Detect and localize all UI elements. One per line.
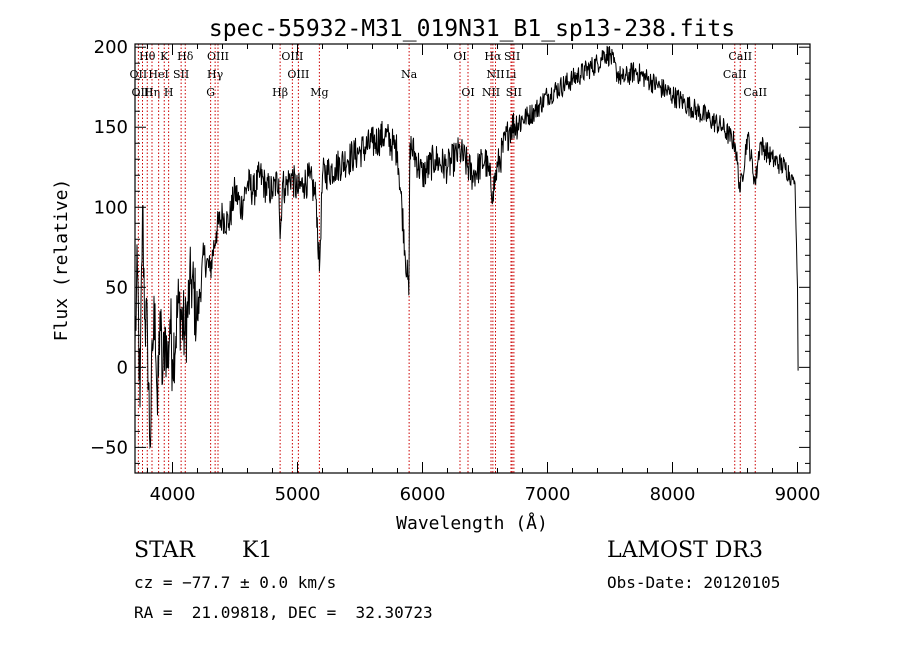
plot-frame [134, 43, 811, 474]
x-tick-label: 4000 [150, 484, 196, 505]
spectral-line-label: K [160, 50, 169, 63]
spectral-line-label: Hθ [139, 50, 156, 63]
spectral-line-label: CaII [743, 86, 767, 99]
spectral-line-label: OIII [207, 50, 229, 63]
spectral-line-label: Na [401, 68, 418, 81]
x-tick-label: 6000 [400, 484, 446, 505]
class-label: STAR [134, 538, 195, 563]
spectral-line-label: Hβ [272, 86, 288, 99]
x-tick-label: 5000 [275, 484, 321, 505]
axes: 4000 5000 6000 7000 8000 9000 −50 0 50 100 150 200 [90, 37, 820, 505]
y-tick-label: 50 [105, 277, 128, 298]
spectrum-series [134, 45, 799, 450]
spectral-line-label: CaII [723, 68, 747, 81]
y-axis-label: Flux (relative) [51, 179, 72, 342]
spectral-line-label: OII [130, 68, 148, 81]
spectral-line-label: H [164, 86, 174, 99]
spectral-line-label: Hδ [177, 50, 194, 63]
spectral-line-label: NII [482, 86, 500, 99]
spectral-line-label: SII [173, 68, 189, 81]
obs-date-label: Obs-Date: 20120105 [607, 573, 781, 592]
spectral-line-label: CaII [728, 50, 752, 63]
x-axis-label: Wavelength (Å) [396, 512, 548, 534]
spectral-line-label: SII [504, 50, 520, 63]
y-tick-label: 0 [117, 357, 128, 378]
spectral-line-label: Li [506, 68, 517, 81]
spectral-line-label: NII [486, 68, 504, 81]
spectrum-line [134, 45, 799, 450]
coordinates-label: RA = 21.09818, DEC = 32.30723 [134, 603, 433, 622]
y-tick-label: −50 [90, 437, 128, 458]
spectral-line-label: OIII [281, 50, 303, 63]
subclass-label: K1 [242, 538, 273, 563]
spectral-line-label: OI [453, 50, 466, 63]
y-tick-label: 100 [94, 197, 128, 218]
y-tick-label: 150 [94, 117, 128, 138]
spectral-line-label: Mg [310, 86, 328, 99]
spectral-line-label: Hγ [207, 68, 224, 81]
redshift-label: cz = −77.7 ± 0.0 km/s [134, 573, 337, 592]
y-tick-label: 200 [94, 37, 128, 58]
spectral-line-label: Hα [484, 50, 502, 63]
spectral-line-label: OI [461, 86, 474, 99]
spectral-line-label: G [206, 86, 215, 99]
spectral-line-label: OIII [287, 68, 309, 81]
survey-label: LAMOST DR3 [607, 538, 763, 563]
spectral-line-label: SII [506, 86, 522, 99]
spectral-line-label: Hη [144, 86, 160, 99]
spectral-line-label: HeI [148, 68, 168, 81]
x-tick-label: 9000 [775, 484, 821, 505]
x-tick-label: 8000 [650, 484, 696, 505]
spectral-line-label: OIII [131, 86, 153, 99]
x-tick-label: 7000 [525, 484, 571, 505]
chart-title: spec-55932-M31_019N31_B1_sp13-238.fits [209, 16, 735, 42]
